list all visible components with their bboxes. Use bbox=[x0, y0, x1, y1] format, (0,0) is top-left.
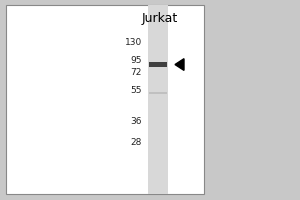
Text: 95: 95 bbox=[130, 56, 142, 65]
Text: 36: 36 bbox=[130, 117, 142, 126]
Text: 130: 130 bbox=[125, 38, 142, 47]
Text: 72: 72 bbox=[130, 68, 142, 77]
Bar bbox=[149, 92, 167, 94]
Text: 55: 55 bbox=[130, 86, 142, 95]
Polygon shape bbox=[175, 59, 184, 70]
Text: Jurkat: Jurkat bbox=[142, 12, 178, 25]
Bar bbox=[148, 5, 168, 194]
Bar bbox=[149, 62, 167, 67]
Bar bbox=[6, 5, 204, 194]
Text: 28: 28 bbox=[130, 138, 142, 147]
